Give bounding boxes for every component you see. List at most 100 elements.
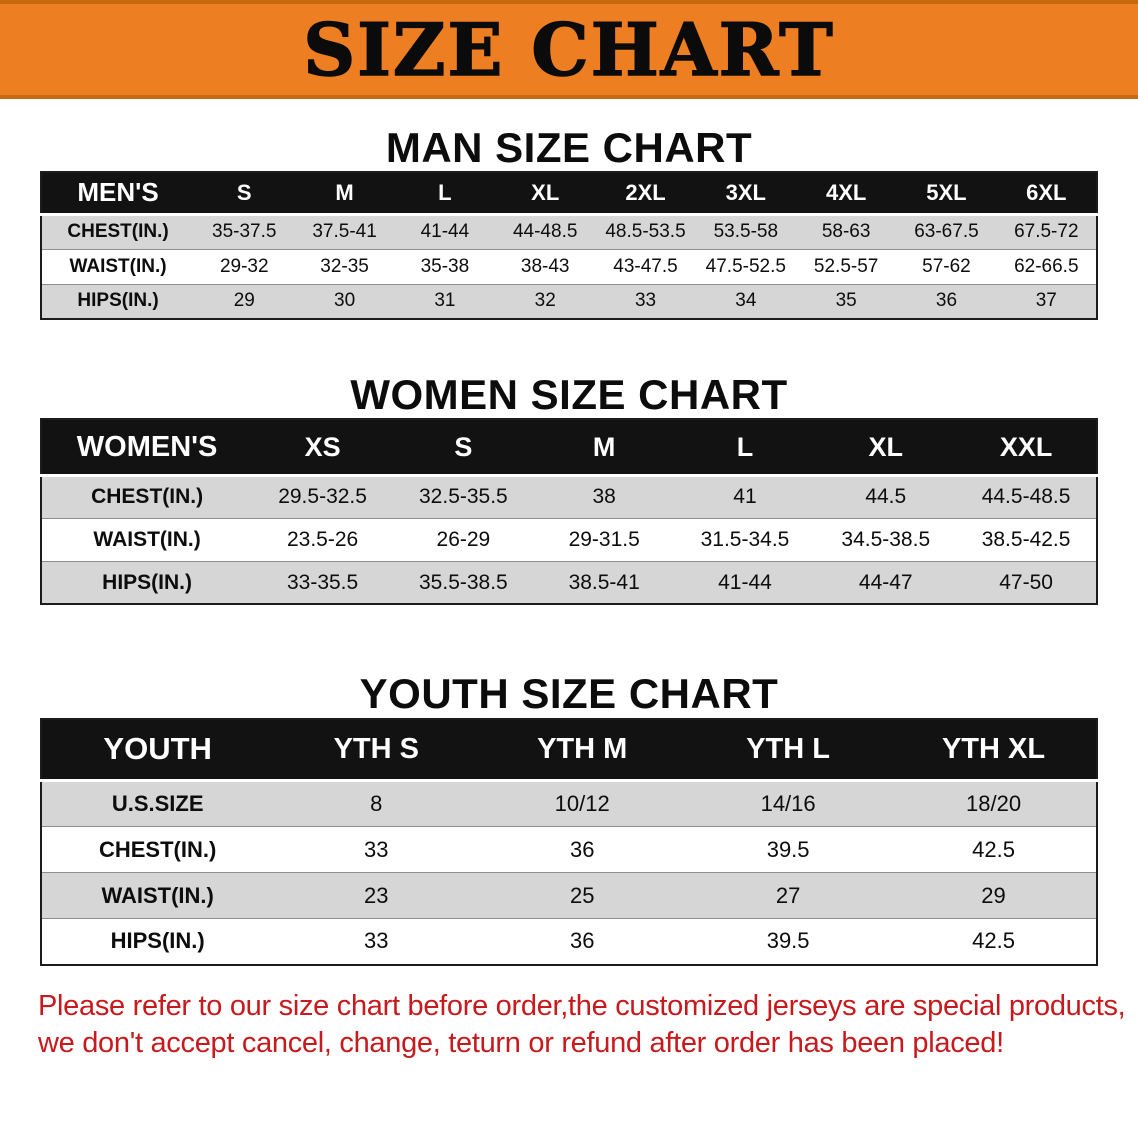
value-cell: 18/20 <box>891 780 1097 828</box>
value-cell: 41-44 <box>394 214 496 250</box>
value-cell: 33 <box>595 284 696 320</box>
value-cell: 47-50 <box>956 561 1097 605</box>
table-header-row: WOMEN'S XS S M L XL XXL <box>41 419 1097 477</box>
row-label-cell: CHEST(IN.) <box>41 475 253 519</box>
table-header-row: YOUTH YTH S YTH M YTH L YTH XL <box>41 718 1097 783</box>
value-cell: 27 <box>685 872 892 920</box>
row-label-cell: CHEST(IN.) <box>41 214 195 250</box>
table-title-cell: MEN'S <box>41 172 195 216</box>
value-cell: 38 <box>533 475 675 519</box>
value-cell: 34.5-38.5 <box>815 518 957 562</box>
table-row: CHEST(IN.) 33 36 39.5 42.5 <box>41 826 1097 874</box>
size-header-cell: S <box>194 172 295 216</box>
banner: SIZE CHART <box>0 0 1138 99</box>
disclaimer: Please refer to our size chart before or… <box>38 988 1126 1063</box>
value-cell: 32 <box>495 284 596 320</box>
table-title-cell: WOMEN'S <box>41 419 253 477</box>
size-header-cell: XL <box>495 172 596 216</box>
row-label-cell: HIPS(IN.) <box>41 918 274 966</box>
value-cell: 38.5-41 <box>533 561 675 605</box>
value-cell: 52.5-57 <box>795 249 897 285</box>
value-cell: 44-48.5 <box>495 214 596 250</box>
value-cell: 36 <box>479 826 686 874</box>
size-header-cell: 3XL <box>695 172 796 216</box>
row-label-cell: WAIST(IN.) <box>41 249 195 285</box>
disclaimer-line-1: Please refer to our size chart before or… <box>38 989 1126 1022</box>
value-cell: 33 <box>273 918 480 966</box>
value-cell: 23.5-26 <box>252 518 393 562</box>
men-heading: MAN SIZE CHART <box>385 124 753 171</box>
table-row: CHEST(IN.) 35-37.5 37.5-41 41-44 44-48.5 48.5… <box>41 214 1097 250</box>
size-header-cell: YTH L <box>685 718 892 783</box>
value-cell: 42.5 <box>891 918 1097 966</box>
value-cell: 39.5 <box>685 918 892 966</box>
size-header-cell: S <box>392 419 534 477</box>
table-row: WAIST(IN.) 23.5-26 26-29 29-31.5 31.5-34.5 34… <box>41 518 1097 562</box>
value-cell: 35.5-38.5 <box>392 561 534 605</box>
row-label-cell: HIPS(IN.) <box>41 561 253 605</box>
value-cell: 29-31.5 <box>533 518 675 562</box>
men-size-table: MEN'S S M L XL 2XL 3XL 4XL 5XL 6XL CHEST(IN.) 35-37… <box>40 171 1098 321</box>
value-cell: 32.5-35.5 <box>392 475 534 519</box>
value-cell: 41 <box>674 475 816 519</box>
value-cell: 67.5-72 <box>996 214 1097 250</box>
size-header-cell: XS <box>252 419 393 477</box>
table-row: WAIST(IN.) 29-32 32-35 35-38 38-43 43-47.5 47.… <box>41 249 1097 285</box>
table-row: HIPS(IN.) 29 30 31 32 33 34 35 36 37 <box>41 284 1097 320</box>
row-label-cell: WAIST(IN.) <box>41 518 253 562</box>
value-cell: 62-66.5 <box>996 249 1097 285</box>
page-title: SIZE CHART <box>302 6 835 92</box>
value-cell: 36 <box>479 918 686 966</box>
value-cell: 33 <box>273 826 480 874</box>
value-cell: 48.5-53.5 <box>595 214 696 250</box>
value-cell: 8 <box>273 780 480 828</box>
table-row: HIPS(IN.) 33 36 39.5 42.5 <box>41 918 1097 966</box>
value-cell: 31.5-34.5 <box>674 518 816 562</box>
size-header-cell: L <box>674 419 816 477</box>
value-cell: 42.5 <box>891 826 1097 874</box>
value-cell: 57-62 <box>896 249 997 285</box>
table-row: U.S.SIZE 8 10/12 14/16 18/20 <box>41 780 1097 828</box>
value-cell: 43-47.5 <box>595 249 696 285</box>
value-cell: 38.5-42.5 <box>956 518 1097 562</box>
table-header-row: MEN'S S M L XL 2XL 3XL 4XL 5XL 6XL <box>41 172 1097 216</box>
value-cell: 35-38 <box>394 249 496 285</box>
size-header-cell: 4XL <box>795 172 897 216</box>
size-header-cell: XL <box>815 419 957 477</box>
row-label-cell: HIPS(IN.) <box>41 284 195 320</box>
size-header-cell: M <box>294 172 395 216</box>
value-cell: 35-37.5 <box>194 214 295 250</box>
size-header-cell: M <box>533 419 675 477</box>
value-cell: 29-32 <box>194 249 295 285</box>
youth-size-table: YOUTH YTH S YTH M YTH L YTH XL U.S.SIZE 8 10/12… <box>40 717 1098 966</box>
value-cell: 53.5-58 <box>695 214 796 250</box>
row-label-cell: WAIST(IN.) <box>41 872 274 920</box>
value-cell: 44.5-48.5 <box>956 475 1097 519</box>
value-cell: 29.5-32.5 <box>252 475 393 519</box>
youth-section: YOUTH SIZE CHART YOUTH YTH S YTH M YTH L YTH… <box>0 671 1138 966</box>
value-cell: 26-29 <box>392 518 534 562</box>
size-header-cell: L <box>394 172 496 216</box>
value-cell: 29 <box>194 284 295 320</box>
value-cell: 30 <box>294 284 395 320</box>
value-cell: 35 <box>795 284 897 320</box>
value-cell: 37.5-41 <box>294 214 395 250</box>
value-cell: 47.5-52.5 <box>695 249 796 285</box>
size-header-cell: 2XL <box>595 172 696 216</box>
value-cell: 44.5 <box>815 475 957 519</box>
value-cell: 38-43 <box>495 249 596 285</box>
size-header-cell: YTH XL <box>891 718 1097 783</box>
value-cell: 36 <box>896 284 997 320</box>
size-header-cell: XXL <box>956 419 1097 477</box>
value-cell: 37 <box>996 284 1097 320</box>
value-cell: 25 <box>479 872 686 920</box>
value-cell: 23 <box>273 872 480 920</box>
value-cell: 41-44 <box>674 561 816 605</box>
value-cell: 58-63 <box>795 214 897 250</box>
row-label-cell: CHEST(IN.) <box>41 826 274 874</box>
value-cell: 63-67.5 <box>896 214 997 250</box>
value-cell: 32-35 <box>294 249 395 285</box>
value-cell: 14/16 <box>685 780 892 828</box>
value-cell: 39.5 <box>685 826 892 874</box>
